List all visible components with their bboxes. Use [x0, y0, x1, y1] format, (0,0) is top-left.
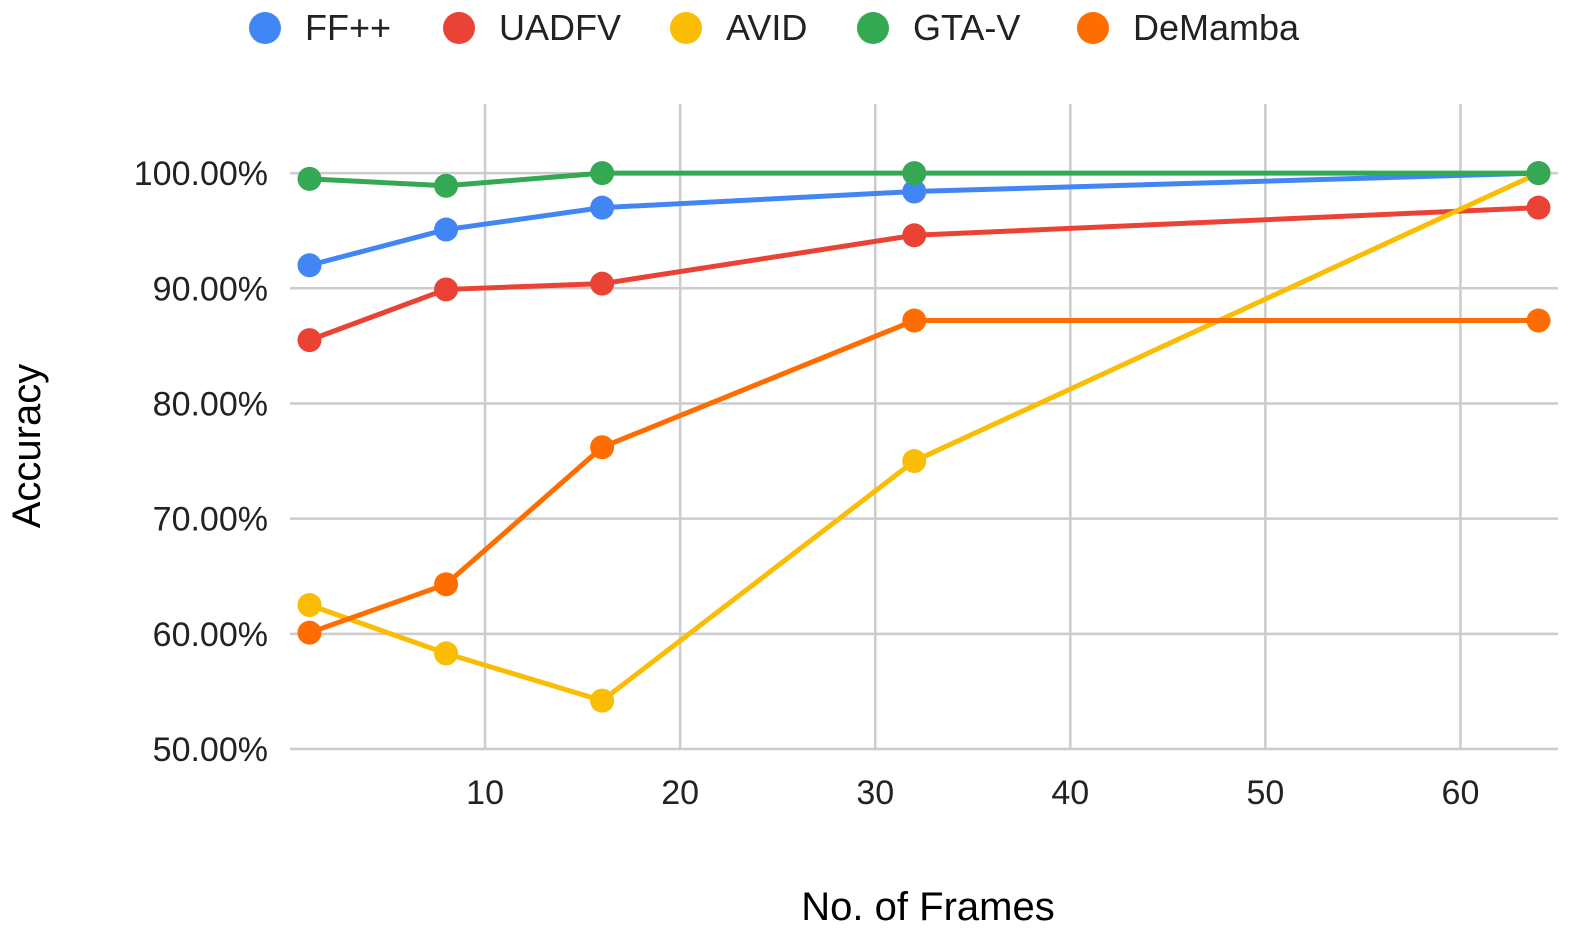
legend-label: UADFV	[499, 7, 621, 48]
data-point-gta-v	[590, 161, 615, 186]
data-point-uadfv	[297, 328, 322, 353]
legend-item-uadfv: UADFV	[443, 7, 621, 48]
y-tick-label: 60.00%	[153, 616, 268, 654]
data-point-demamba	[1526, 308, 1551, 333]
data-point-ff	[590, 195, 615, 220]
legend-item-ff: FF++	[249, 7, 391, 48]
legend-item-gta-v: GTA-V	[857, 7, 1020, 48]
x-tick-label: 20	[661, 774, 699, 812]
x-axis-ticks: 10 20 30 40 50 60	[466, 774, 1479, 812]
grid	[290, 104, 1558, 751]
legend-marker	[670, 12, 702, 44]
legend-label: GTA-V	[913, 7, 1020, 48]
y-axis-ticks: 50.00% 60.00% 70.00% 80.00% 90.00% 100.00%	[134, 155, 268, 769]
legend-label: AVID	[726, 7, 807, 48]
data-point-demamba	[902, 308, 927, 333]
legend-marker	[249, 12, 281, 44]
data-point-demamba	[297, 620, 322, 645]
data-point-uadfv	[590, 271, 615, 296]
legend-item-avid: AVID	[670, 7, 807, 48]
x-tick-label: 40	[1051, 774, 1089, 812]
y-tick-label: 90.00%	[153, 270, 268, 308]
data-point-uadfv	[902, 223, 927, 248]
x-tick-label: 10	[466, 774, 504, 812]
data-point-ff	[434, 217, 459, 242]
legend: FF++ UADFV AVID GTA-V DeMamba	[249, 7, 1300, 48]
data-point-gta-v	[902, 161, 927, 186]
data-point-uadfv	[434, 277, 459, 302]
y-tick-label: 80.00%	[153, 385, 268, 423]
data-point-ff	[297, 253, 322, 278]
legend-item-demamba: DeMamba	[1077, 7, 1300, 48]
data-point-avid	[590, 688, 615, 713]
legend-marker	[1077, 12, 1109, 44]
data-point-avid	[434, 641, 459, 666]
legend-label: FF++	[305, 7, 391, 48]
series-line-demamba	[307, 318, 1541, 636]
data-point-avid	[297, 593, 322, 618]
series-lines	[307, 170, 1541, 704]
x-tick-label: 50	[1246, 774, 1284, 812]
x-tick-label: 30	[856, 774, 894, 812]
y-tick-label: 100.00%	[134, 155, 268, 193]
x-tick-label: 60	[1442, 774, 1480, 812]
y-tick-label: 70.00%	[153, 501, 268, 539]
series-line-avid	[307, 170, 1541, 704]
data-point-gta-v	[297, 166, 322, 191]
x-axis-title: No. of Frames	[801, 885, 1054, 929]
legend-label: DeMamba	[1133, 7, 1300, 48]
data-point-demamba	[590, 435, 615, 460]
data-point-uadfv	[1526, 195, 1551, 220]
series-points	[297, 161, 1551, 713]
data-point-ff	[902, 179, 927, 204]
data-point-demamba	[434, 572, 459, 597]
data-point-gta-v	[1526, 161, 1551, 186]
legend-marker	[857, 12, 889, 44]
data-point-avid	[902, 449, 927, 474]
data-point-gta-v	[434, 173, 459, 198]
y-tick-label: 50.00%	[153, 731, 268, 769]
y-axis-title: Accuracy	[5, 364, 49, 529]
legend-marker	[443, 12, 475, 44]
